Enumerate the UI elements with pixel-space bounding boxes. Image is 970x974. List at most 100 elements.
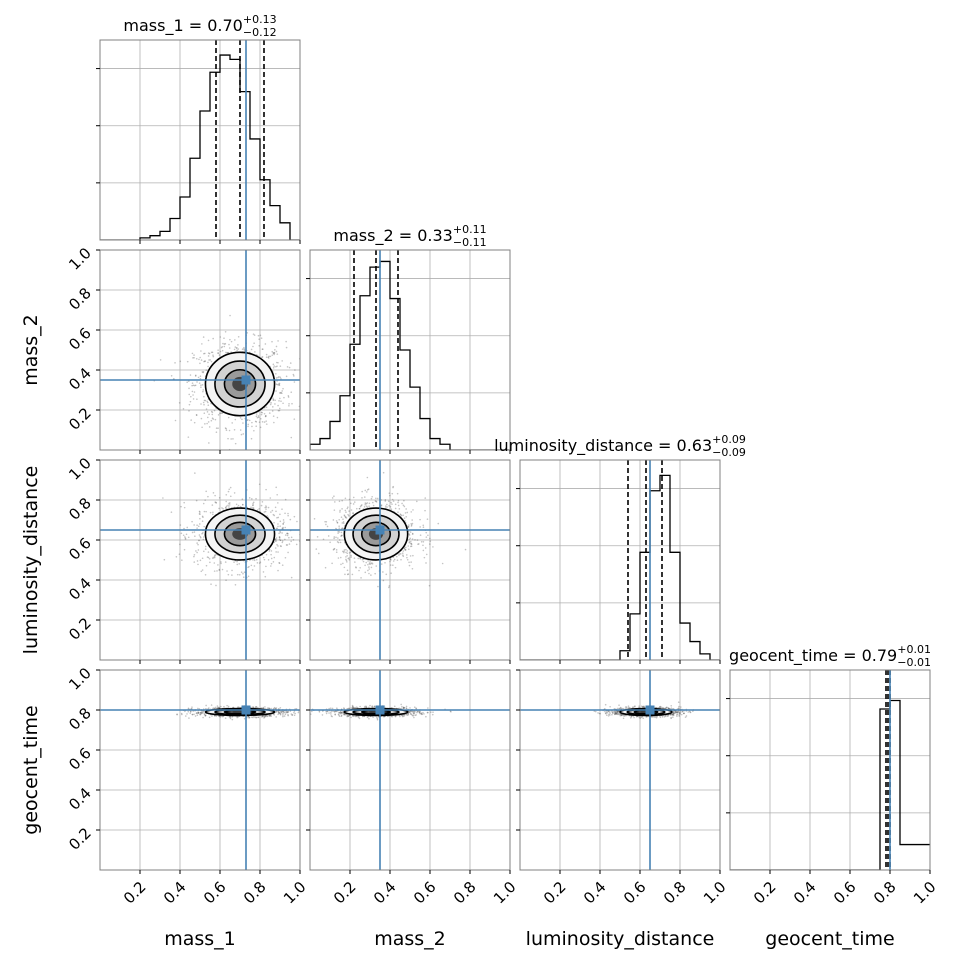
sample-point <box>271 354 273 356</box>
sample-point <box>336 549 338 551</box>
sample-point <box>212 338 214 340</box>
sample-point <box>291 403 293 405</box>
sample-point <box>345 556 347 558</box>
sample-point <box>279 398 281 400</box>
sample-point <box>272 397 274 399</box>
sample-point <box>222 343 224 345</box>
sample-point <box>205 400 207 402</box>
sample-point <box>285 499 287 501</box>
sample-point <box>276 707 278 709</box>
sample-point <box>442 563 444 565</box>
sample-point <box>400 513 402 515</box>
histogram-step <box>520 475 720 660</box>
sample-point <box>401 503 403 505</box>
sample-point <box>280 539 282 541</box>
sample-point <box>275 390 277 392</box>
sample-point <box>192 714 194 716</box>
sample-point <box>254 334 256 336</box>
sample-point <box>171 511 173 513</box>
sample-point <box>381 563 383 565</box>
sample-point <box>405 516 407 518</box>
sample-point <box>194 535 196 537</box>
sample-point <box>226 467 228 469</box>
sample-point <box>370 574 372 576</box>
sample-point <box>192 532 194 534</box>
sample-point <box>277 340 279 342</box>
scatter-panel <box>100 670 300 870</box>
sample-point <box>287 366 289 368</box>
sample-point <box>264 559 266 561</box>
sample-point <box>216 427 218 429</box>
sample-point <box>225 507 227 509</box>
sample-point <box>315 550 317 552</box>
sample-point <box>194 554 196 556</box>
sample-point <box>289 543 291 545</box>
sample-point <box>226 505 228 507</box>
sample-point <box>388 505 390 507</box>
sample-point <box>196 552 198 554</box>
sample-point <box>294 714 296 716</box>
sample-point <box>339 500 341 502</box>
sample-point <box>264 511 266 513</box>
sample-point <box>374 573 376 575</box>
sample-point <box>202 391 204 393</box>
sample-point <box>273 415 275 417</box>
sample-point <box>264 507 266 509</box>
sample-point <box>217 564 219 566</box>
sample-point <box>200 386 202 388</box>
sample-point <box>277 502 279 504</box>
sample-point <box>242 422 244 424</box>
sample-point <box>345 511 347 513</box>
sample-point <box>276 517 278 519</box>
sample-point <box>333 538 335 540</box>
sample-point <box>334 501 336 503</box>
sample-point <box>412 533 414 535</box>
sample-point <box>250 507 252 509</box>
sample-point <box>361 504 363 506</box>
sample-point <box>199 357 201 359</box>
sample-point <box>269 715 271 717</box>
sample-point <box>228 491 230 493</box>
sample-point <box>249 420 251 422</box>
sample-point <box>282 402 284 404</box>
sample-point <box>384 562 386 564</box>
sample-point <box>276 362 278 364</box>
sample-point <box>345 510 347 512</box>
sample-point <box>216 454 218 456</box>
sample-point <box>337 522 339 524</box>
sample-point <box>215 419 217 421</box>
sample-point <box>296 544 298 546</box>
sample-point <box>277 711 279 713</box>
sample-point <box>188 410 190 412</box>
sample-point <box>247 426 249 428</box>
sample-point <box>198 525 200 527</box>
sample-point <box>276 346 278 348</box>
sample-point <box>397 493 399 495</box>
sample-point <box>186 533 188 535</box>
sample-point <box>333 495 335 497</box>
sample-point <box>395 504 397 506</box>
sample-point <box>206 423 208 425</box>
sample-point <box>318 553 320 555</box>
sample-point <box>188 394 190 396</box>
sample-point <box>358 570 360 572</box>
sample-point <box>197 564 199 566</box>
sample-point <box>222 350 224 352</box>
sample-point <box>265 566 267 568</box>
sample-point <box>190 396 192 398</box>
sample-point <box>193 357 195 359</box>
sample-point <box>254 351 256 353</box>
sample-point <box>403 504 405 506</box>
sample-point <box>211 352 213 354</box>
sample-point <box>202 569 204 571</box>
sample-point <box>290 437 292 439</box>
sample-point <box>257 417 259 419</box>
sample-point <box>282 388 284 390</box>
sample-point <box>280 392 282 394</box>
sample-point <box>274 399 276 401</box>
sample-point <box>236 561 238 563</box>
sample-point <box>408 533 410 535</box>
sample-point <box>210 583 212 585</box>
sample-point <box>248 566 250 568</box>
sample-point <box>214 562 216 564</box>
